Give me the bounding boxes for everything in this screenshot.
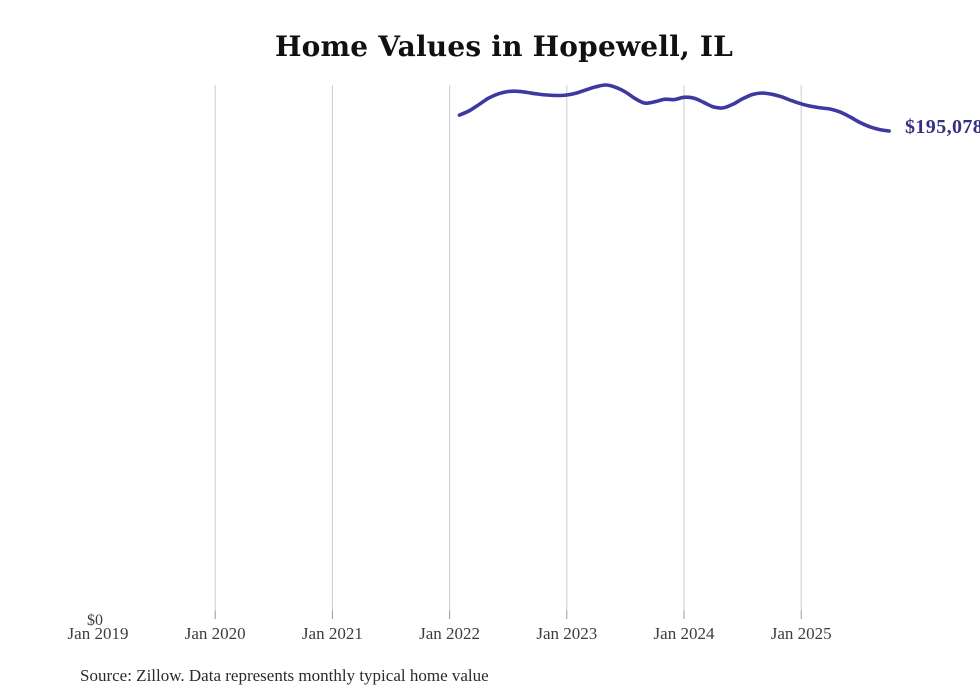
x-axis-label: Jan 2020 xyxy=(184,624,246,643)
x-axis-label: Jan 2021 xyxy=(301,624,363,643)
x-axis-label: Jan 2019 xyxy=(67,624,129,643)
y-zero-label: $0 xyxy=(87,612,103,629)
x-axis-label: Jan 2024 xyxy=(653,624,715,643)
x-axis-label: Jan 2025 xyxy=(770,624,832,643)
x-axis-label: Jan 2023 xyxy=(536,624,598,643)
chart-title: Home Values in Hopewell, IL xyxy=(274,30,734,63)
current-value-label: $195,078 xyxy=(905,116,980,138)
x-axis-label: Jan 2022 xyxy=(419,624,481,643)
home-value-line xyxy=(457,83,891,133)
source-note: Source: Zillow. Data represents monthly … xyxy=(80,666,489,685)
